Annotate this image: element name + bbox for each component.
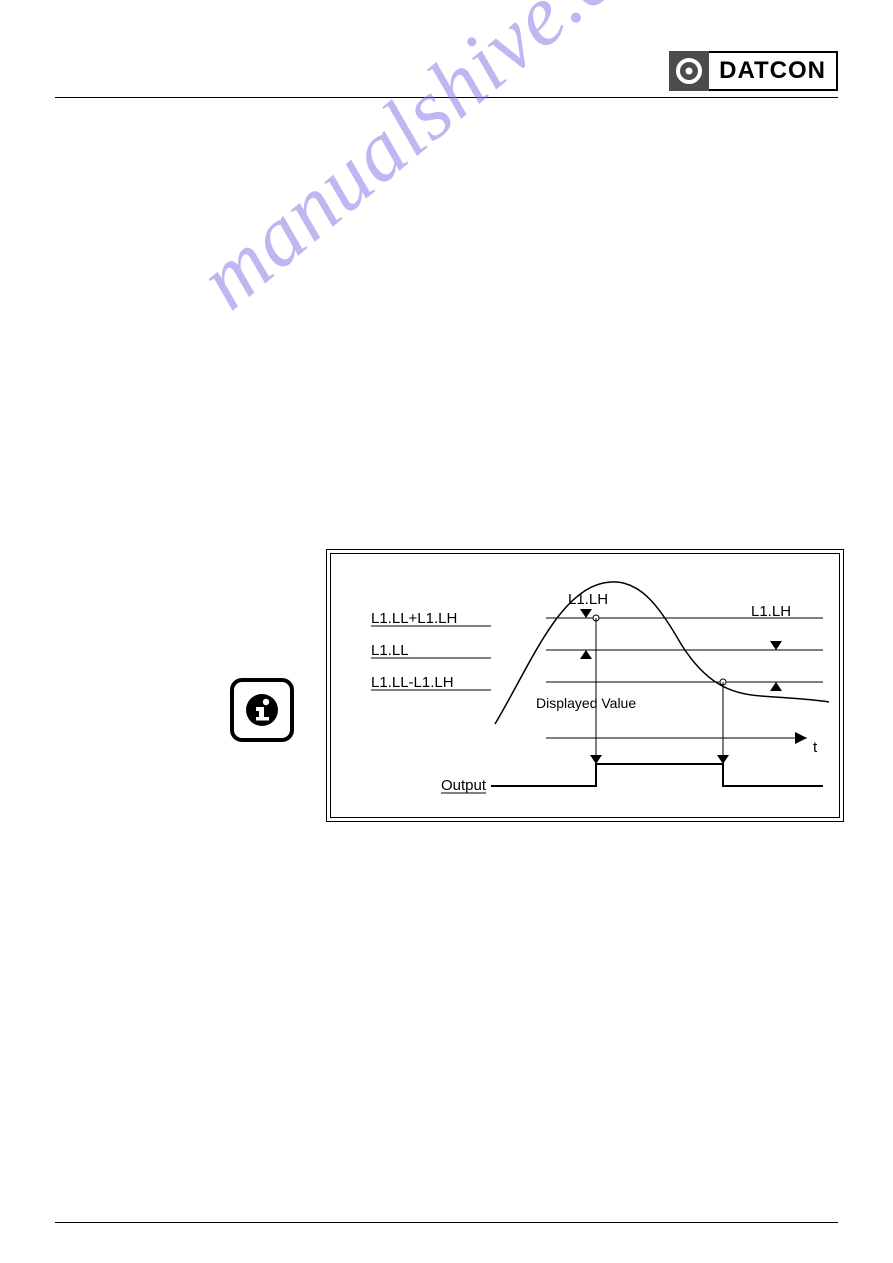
brand-name: DATCON: [709, 51, 838, 91]
page-footer: [55, 1222, 838, 1223]
svg-text:L1.LH: L1.LH: [751, 603, 791, 620]
signal-diagram: L1.LL+L1.LHL1.LLL1.LL-L1.LHL1.LHL1.LHDis…: [330, 553, 840, 818]
svg-text:L1.LL: L1.LL: [371, 642, 409, 659]
brand-logo: DATCON: [669, 51, 838, 91]
svg-text:Output: Output: [441, 777, 487, 794]
svg-text:L1.LL+L1.LH: L1.LL+L1.LH: [371, 610, 457, 627]
svg-text:Displayed Value: Displayed Value: [536, 695, 636, 711]
page-header: DATCON: [55, 50, 838, 98]
logo-icon: [669, 51, 709, 91]
info-icon: [230, 678, 294, 742]
svg-text:t: t: [813, 739, 818, 756]
svg-text:L1.LL-L1.LH: L1.LL-L1.LH: [371, 674, 454, 691]
